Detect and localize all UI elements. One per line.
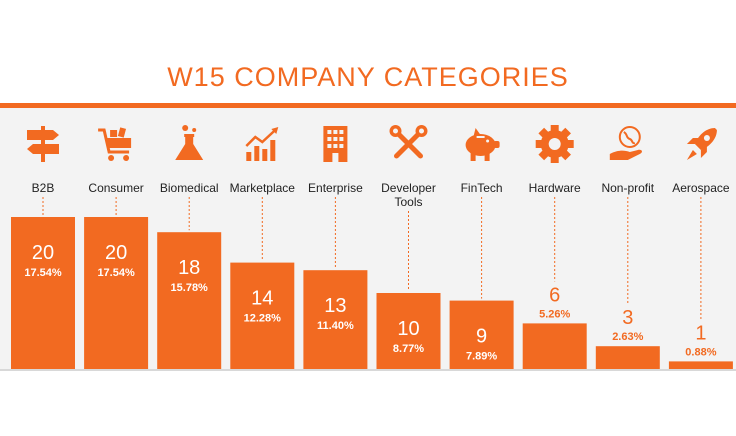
category-label-non-profit: Non-profit (601, 181, 654, 195)
value-label-hardware: 6 (549, 284, 560, 306)
category-label-developer-tools: Developer Tools (381, 181, 436, 209)
category-label-b2b: B2B (32, 181, 55, 195)
percent-label-biomedical: 15.78% (171, 282, 209, 294)
shopping-cart-icon (96, 125, 133, 163)
value-label-b2b: 20 (32, 242, 54, 264)
leaders-layer (42, 197, 702, 320)
piggy-bank-icon (465, 128, 500, 161)
category-label-hardware: Hardware (529, 181, 581, 195)
bar-aerospace (668, 361, 733, 369)
value-label-biomedical: 18 (178, 257, 200, 279)
bar-non-profit (595, 346, 660, 369)
category-label-marketplace: Marketplace (230, 181, 296, 195)
bar-enterprise (303, 270, 368, 369)
category-label-enterprise: Enterprise (308, 181, 363, 195)
percent-label-developer-tools: 8.77% (393, 343, 424, 355)
bar-hardware (522, 323, 587, 369)
value-label-marketplace: 14 (251, 288, 273, 310)
percent-label-marketplace: 12.28% (244, 313, 282, 325)
category-label-biomedical: Biomedical (160, 181, 219, 195)
tools-icon (390, 125, 428, 156)
bar-biomedical (157, 232, 222, 369)
bar-marketplace (230, 262, 295, 369)
value-label-consumer: 20 (105, 242, 127, 264)
labels-layer: B2B Consumer Biomedical Marketplace Enterpri… (32, 181, 730, 209)
icons-layer (27, 125, 717, 163)
value-label-aerospace: 1 (695, 322, 706, 344)
building-icon (323, 126, 348, 162)
percent-label-aerospace: 0.88% (685, 346, 716, 358)
category-label-fintech: FinTech (461, 181, 503, 195)
flask-icon (175, 125, 204, 160)
percent-label-hardware: 5.26% (539, 308, 570, 320)
bar-developer-tools (376, 293, 441, 369)
header-divider (0, 103, 736, 108)
value-label-developer-tools: 10 (397, 318, 419, 340)
category-label-consumer: Consumer (88, 181, 143, 195)
bar-fintech (449, 300, 514, 369)
globe-in-hand-icon (608, 126, 643, 161)
chart-baseline (0, 369, 736, 371)
bars-layer (11, 217, 733, 369)
percent-label-enterprise: 11.40% (317, 320, 354, 332)
bar-chart-icon (245, 125, 280, 163)
percent-label-fintech: 7.89% (466, 351, 497, 363)
bar-b2b (11, 217, 75, 369)
value-label-fintech: 9 (476, 326, 487, 348)
percent-label-consumer: 17.54% (97, 267, 135, 279)
value-label-non-profit: 3 (622, 307, 633, 329)
percent-label-b2b: 17.54% (24, 267, 62, 279)
rocket-icon (686, 128, 717, 160)
chart-title: W15 COMPANY CATEGORIES (167, 62, 569, 92)
signpost-icon (27, 126, 59, 162)
value-label-enterprise: 13 (324, 295, 346, 317)
category-label-aerospace: Aerospace (672, 181, 730, 195)
bar-consumer (84, 217, 149, 369)
percent-label-non-profit: 2.63% (612, 331, 643, 343)
gear-icon (535, 125, 574, 163)
